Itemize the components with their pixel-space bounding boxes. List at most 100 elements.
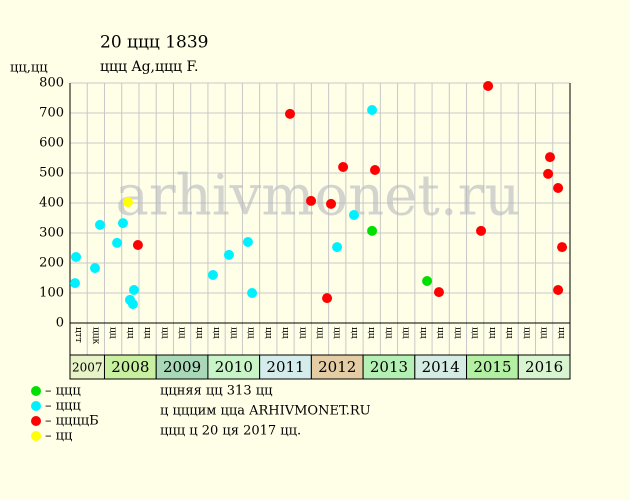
year-label: 2012	[318, 358, 356, 376]
year-band	[414, 354, 468, 380]
year-band	[310, 354, 364, 380]
point	[553, 285, 564, 295]
column-label: цц	[297, 327, 307, 339]
point	[322, 293, 333, 304]
column-label: цц	[211, 327, 221, 339]
legend-label: – ццццБ	[45, 414, 99, 429]
column-label: цц	[315, 327, 325, 339]
column-label: цц	[435, 327, 445, 339]
column-label: цц	[487, 327, 497, 339]
legend-marker	[31, 431, 41, 441]
legend-marker	[31, 386, 41, 396]
point	[128, 285, 139, 295]
column-label: цц	[263, 327, 273, 339]
point	[483, 81, 494, 91]
y-tick-label: 300	[39, 226, 64, 241]
year-label: 2013	[370, 358, 408, 376]
point	[348, 210, 359, 220]
column-label: цц	[280, 327, 290, 339]
point	[433, 287, 444, 298]
watermark: arhivmonet.ru	[116, 164, 521, 229]
point	[338, 162, 349, 172]
year-band	[155, 354, 209, 380]
point	[422, 276, 433, 286]
year-label: 2009	[163, 358, 201, 376]
point	[117, 218, 128, 229]
chart-title: 20 ццц 1839	[100, 33, 209, 53]
point	[370, 165, 380, 175]
y-tick-label: 700	[39, 106, 64, 121]
point	[306, 195, 317, 206]
y-tick-label: 400	[39, 196, 64, 211]
point	[112, 237, 123, 248]
note: ц цццим ццa ARHIVMONET.RU	[160, 404, 371, 419]
column-label: цц	[470, 327, 480, 339]
column-label: цц	[383, 327, 393, 339]
point	[553, 183, 564, 193]
point	[70, 278, 80, 289]
column-label: цц	[401, 327, 411, 339]
point	[207, 270, 218, 280]
column-label: цц	[177, 327, 187, 339]
year-label: 2007	[72, 361, 103, 375]
year-band	[517, 354, 571, 380]
column-label: цц	[228, 327, 238, 339]
column-label: ццк	[90, 327, 100, 345]
point	[127, 299, 138, 310]
year-band	[259, 354, 312, 380]
point	[71, 252, 82, 262]
y-axis-label: цц,цц	[10, 61, 48, 76]
year-label: 2011	[266, 358, 304, 376]
column-label: цц	[504, 327, 514, 339]
point	[285, 108, 295, 119]
y-tick-label: 800	[39, 76, 64, 91]
chart-subtitle: ццц Ag,ццц F.	[100, 59, 198, 75]
year-label: 2008	[111, 358, 149, 376]
column-label: цц	[521, 327, 531, 339]
point	[90, 263, 100, 274]
column-label: цц	[194, 327, 204, 339]
point	[247, 288, 258, 298]
column-label: цц	[159, 327, 169, 339]
y-tick-label: 500	[39, 166, 64, 181]
y-tick-label: 200	[39, 256, 64, 271]
column-label: цц	[366, 327, 376, 339]
column-label: цц	[142, 327, 152, 339]
point	[332, 242, 343, 253]
year-band	[362, 354, 416, 380]
year-label: 2016	[525, 358, 563, 376]
legend-marker	[31, 401, 41, 411]
column-label: цц	[108, 327, 118, 339]
note: ццняя цц 313 цц	[160, 384, 272, 399]
point	[367, 105, 378, 115]
point	[223, 249, 234, 260]
year-label: 2015	[473, 358, 511, 376]
point	[132, 240, 143, 250]
point	[543, 168, 554, 179]
year-band	[69, 354, 105, 380]
point	[242, 237, 253, 247]
y-tick-label: 0	[56, 316, 64, 331]
column-label: цц	[539, 327, 549, 339]
year-label: 2010	[215, 358, 253, 376]
legend-marker	[31, 416, 41, 426]
column-label: цц	[556, 327, 566, 339]
point	[557, 242, 568, 253]
point	[95, 219, 105, 230]
year-band	[103, 354, 157, 380]
point	[476, 225, 487, 236]
column-label: цц	[452, 327, 462, 339]
column-label: цц	[332, 327, 342, 339]
year-label: 2014	[422, 358, 460, 376]
point	[545, 152, 555, 163]
point	[122, 197, 133, 208]
y-tick-label: 600	[39, 136, 64, 151]
column-label: цц	[349, 327, 359, 339]
column-label: цтт	[73, 327, 83, 343]
column-label: цц	[246, 327, 256, 339]
legend-label: – ццц	[45, 399, 81, 414]
column-label: цц	[418, 327, 428, 339]
point	[367, 225, 378, 236]
